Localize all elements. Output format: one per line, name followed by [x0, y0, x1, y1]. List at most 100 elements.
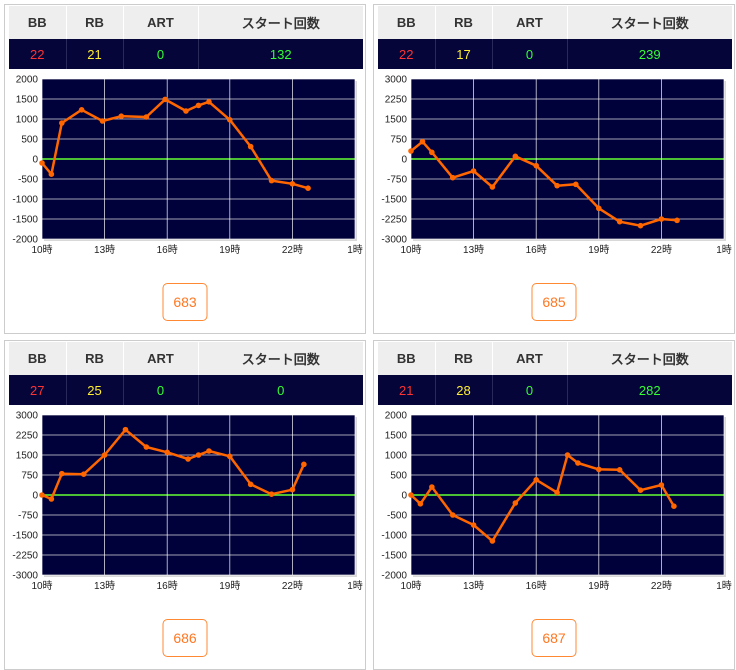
header-start-count: スタート回数: [198, 342, 363, 375]
y-tick-label: -2000: [381, 571, 407, 582]
header-rb: RB: [435, 342, 493, 375]
data-point: [658, 482, 665, 488]
data-point: [512, 500, 519, 506]
data-point: [78, 107, 85, 113]
data-point: [671, 503, 677, 509]
header-rb: RB: [435, 6, 493, 39]
data-point: [39, 160, 45, 166]
header-art: ART: [492, 342, 568, 375]
machine-number-button[interactable]: 685: [531, 283, 577, 321]
data-point: [59, 470, 65, 477]
data-point: [48, 171, 55, 177]
y-tick-label: -500: [18, 175, 38, 186]
y-tick-label: 3000: [385, 75, 408, 86]
data-point: [99, 118, 106, 124]
x-tick-label: 22時: [282, 580, 303, 592]
machine-number-button[interactable]: 686: [162, 619, 208, 657]
y-tick-label: -1000: [12, 195, 38, 206]
data-point: [419, 138, 426, 145]
header-start-count: スタート回数: [198, 6, 363, 39]
x-tick-label: 1時: [716, 580, 732, 592]
y-tick-label: 750: [21, 471, 38, 482]
y-tick-label: -2250: [12, 551, 38, 562]
data-point: [268, 177, 275, 184]
x-tick-label: 16時: [526, 580, 547, 592]
x-tick-label: 1時: [347, 580, 363, 592]
value-art: 0: [123, 375, 199, 405]
x-tick-label: 19時: [588, 244, 609, 256]
data-point: [247, 481, 254, 488]
y-tick-label: -1500: [12, 215, 38, 226]
y-tick-label: 500: [21, 135, 38, 146]
stats-header-row: BB RB ART スタート回数: [378, 6, 732, 39]
data-point: [122, 426, 129, 433]
machine-number-button[interactable]: 687: [531, 619, 577, 657]
x-tick-label: 22時: [651, 580, 672, 592]
y-tick-label: 500: [390, 471, 407, 482]
y-tick-label: 1500: [385, 431, 408, 442]
stats-value-row: 27 25 0 0: [9, 375, 363, 405]
x-tick-label: 22時: [651, 244, 672, 256]
y-tick-label: -3000: [12, 571, 38, 582]
data-point: [162, 96, 168, 103]
y-tick-label: 1500: [385, 115, 408, 126]
stats-table: BB RB ART スタート回数 27 25 0 0: [9, 342, 363, 405]
data-point: [489, 184, 496, 190]
y-tick-label: 1500: [16, 95, 39, 106]
x-tick-label: 13時: [463, 244, 484, 256]
y-tick-label: -750: [387, 175, 407, 186]
header-rb: RB: [66, 6, 124, 39]
x-tick-label: 1時: [716, 244, 732, 256]
data-point: [227, 117, 233, 123]
data-point: [596, 466, 602, 473]
data-point: [143, 444, 150, 450]
data-point: [408, 492, 414, 498]
y-tick-label: 0: [401, 491, 407, 502]
y-tick-label: -2000: [12, 235, 38, 246]
machine-number-button[interactable]: 683: [162, 283, 208, 321]
header-bb: BB: [378, 342, 436, 375]
data-point: [616, 467, 623, 473]
y-tick-label: 0: [32, 155, 38, 166]
x-tick-label: 1時: [347, 244, 363, 256]
stats-header-row: BB RB ART スタート回数: [9, 342, 363, 375]
value-rb: 21: [66, 39, 124, 69]
data-point: [195, 452, 202, 458]
y-tick-label: -1000: [381, 531, 407, 542]
y-tick-label: 1000: [385, 451, 408, 462]
data-point: [247, 143, 254, 150]
y-tick-label: -500: [387, 511, 407, 522]
data-point: [564, 452, 571, 458]
data-point: [305, 185, 311, 191]
header-bb: BB: [9, 6, 67, 39]
x-tick-label: 16時: [157, 244, 178, 256]
data-point: [118, 113, 125, 119]
y-tick-label: 2000: [385, 411, 408, 422]
data-point: [289, 181, 296, 187]
machine-card-685: BB RB ART スタート回数 22 17 0 239 -3000 -2250-…: [373, 4, 735, 334]
data-point: [143, 114, 150, 120]
stats-header-row: BB RB ART スタート回数: [378, 342, 732, 375]
header-start-count: スタート回数: [567, 6, 732, 39]
header-start-count: スタート回数: [567, 342, 732, 375]
data-point: [674, 217, 680, 224]
value-bb: 22: [378, 39, 436, 69]
data-point: [101, 452, 108, 458]
data-point: [80, 471, 87, 477]
x-tick-label: 19時: [219, 580, 240, 592]
header-art: ART: [123, 342, 199, 375]
value-bb: 27: [9, 375, 67, 405]
y-tick-label: 0: [32, 491, 38, 502]
y-tick-label: 1500: [16, 451, 39, 462]
value-start-count: 132: [198, 39, 363, 69]
header-bb: BB: [378, 6, 436, 39]
stats-value-row: 21 28 0 282: [378, 375, 732, 405]
data-point: [227, 453, 233, 460]
x-tick-label: 13時: [94, 580, 115, 592]
value-art: 0: [492, 375, 568, 405]
data-point: [289, 486, 296, 493]
stats-value-row: 22 21 0 132: [9, 39, 363, 69]
balance-line: [410, 453, 675, 543]
x-tick-label: 19時: [588, 580, 609, 592]
x-tick-label: 13時: [94, 244, 115, 256]
